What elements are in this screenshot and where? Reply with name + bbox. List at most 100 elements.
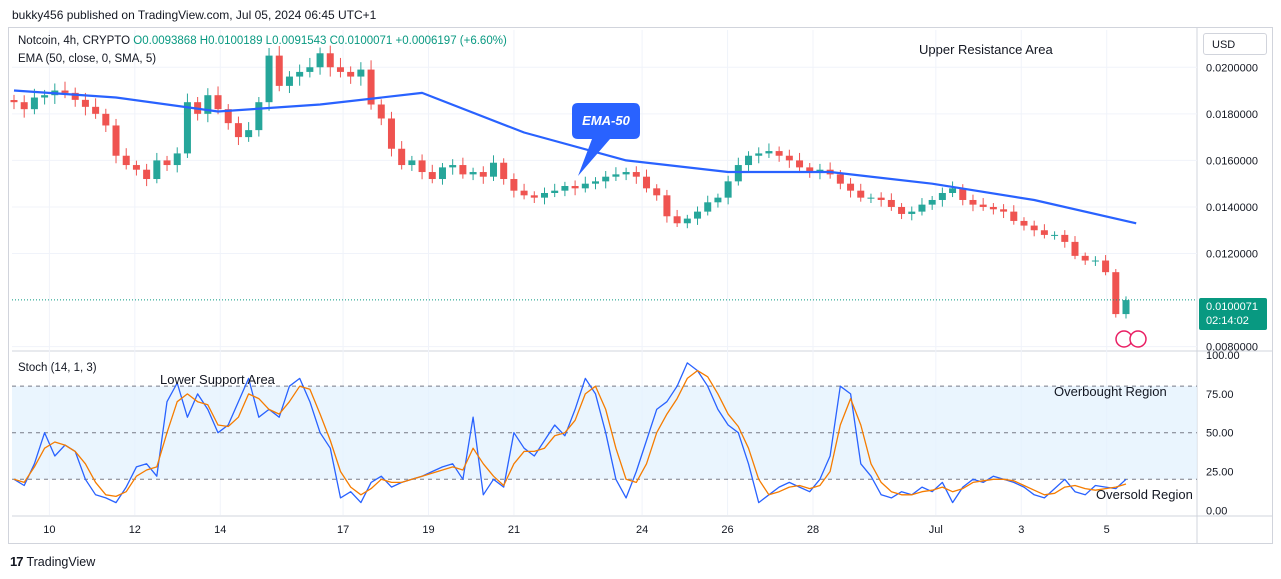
stoch-tick-label: 0.00 <box>1206 505 1227 517</box>
candle-body <box>61 90 69 93</box>
candle-body <box>847 183 855 191</box>
candle-body <box>367 69 375 105</box>
candle-body <box>745 155 753 166</box>
candle <box>551 183 559 198</box>
candle <box>989 203 997 215</box>
candle-body <box>1010 211 1018 221</box>
candle <box>602 170 610 189</box>
candle-body <box>612 174 620 177</box>
ema-legend[interactable]: EMA (50, close, 0, SMA, 5) <box>18 53 157 65</box>
candle-body <box>887 199 895 207</box>
candle-body <box>500 162 508 180</box>
candle-body <box>928 199 936 205</box>
candle <box>540 187 548 205</box>
candle-body <box>479 172 487 177</box>
candle-body <box>71 92 79 100</box>
candle <box>92 98 100 119</box>
stoch-k-line <box>13 362 1127 504</box>
candle <box>1091 256 1099 266</box>
candle-body <box>204 95 212 114</box>
candle <box>469 167 477 181</box>
candle-body <box>285 76 293 86</box>
candle <box>663 189 671 223</box>
candle-body <box>112 125 120 156</box>
symbol-legend: Notcoin, 4h, CRYPTO O0.0093868 H0.010018… <box>18 35 507 47</box>
candle-body <box>765 151 773 154</box>
candle-body <box>1091 260 1099 262</box>
candle-body <box>571 186 579 189</box>
price-tick-label: 0.0180000 <box>1206 109 1258 121</box>
candle-body <box>540 192 548 198</box>
candle <box>1061 230 1069 248</box>
candle <box>398 141 406 170</box>
flag-icon <box>1129 330 1147 348</box>
candle <box>1030 220 1038 237</box>
candle <box>234 116 242 146</box>
candle <box>275 46 283 92</box>
candle-body <box>398 148 406 166</box>
candle-body <box>214 95 222 110</box>
candle <box>622 167 630 181</box>
candle <box>306 57 314 78</box>
footer-brand[interactable]: 17 TradingView <box>10 554 95 569</box>
candle <box>1020 217 1028 231</box>
time-tick-label: 26 <box>721 524 733 536</box>
candle <box>632 166 640 184</box>
candle-body <box>918 204 926 212</box>
candle-body <box>510 179 518 191</box>
candle <box>1051 231 1059 240</box>
candle-body <box>989 206 997 210</box>
candle <box>81 92 89 116</box>
candle <box>163 155 171 171</box>
stoch-d-line <box>13 369 1127 498</box>
candle <box>520 183 528 200</box>
candle <box>489 155 497 181</box>
candle-body <box>969 199 977 205</box>
candle-body <box>663 195 671 217</box>
candle <box>714 193 722 208</box>
time-tick-label: 28 <box>807 524 819 536</box>
candle-body <box>1081 255 1089 261</box>
ema-callout-bubble <box>572 103 640 176</box>
candle <box>102 108 110 132</box>
candle <box>806 162 814 178</box>
candle <box>316 47 324 75</box>
candle <box>377 99 385 126</box>
time-tick-label: Jul <box>929 524 943 536</box>
candle-body <box>694 211 702 219</box>
candle <box>1010 205 1018 225</box>
open-value: O0.0093868 <box>133 35 197 47</box>
candle-body <box>816 169 824 173</box>
overbought-label: Overbought Region <box>1054 384 1167 399</box>
candle <box>336 57 344 78</box>
stoch-legend[interactable]: Stoch (14, 1, 3) <box>18 362 97 374</box>
candle-body <box>30 97 38 110</box>
candle-body <box>489 162 497 177</box>
candle <box>479 166 487 184</box>
candle <box>173 147 181 173</box>
time-tick-label: 17 <box>337 524 349 536</box>
candle <box>561 181 569 197</box>
candle-body <box>755 153 763 156</box>
candle-body <box>908 211 916 214</box>
candle <box>612 167 620 181</box>
candle-body <box>41 95 49 98</box>
candle <box>724 175 732 205</box>
candle-body <box>806 167 814 173</box>
high-value: H0.0100189 <box>199 35 263 47</box>
low-value: L0.0091543 <box>265 35 327 47</box>
candle-body <box>234 123 242 138</box>
time-tick-label: 19 <box>422 524 434 536</box>
currency-button[interactable]: USD <box>1203 33 1267 55</box>
candle <box>20 95 28 118</box>
candle <box>979 198 987 211</box>
price-tick-label: 0.0140000 <box>1206 202 1258 214</box>
candle-body <box>551 190 559 193</box>
candle-body <box>326 53 334 68</box>
candle <box>71 87 79 107</box>
candle <box>775 146 783 162</box>
candle <box>581 176 589 193</box>
candle-body <box>347 71 355 77</box>
candle-body <box>1112 272 1120 315</box>
